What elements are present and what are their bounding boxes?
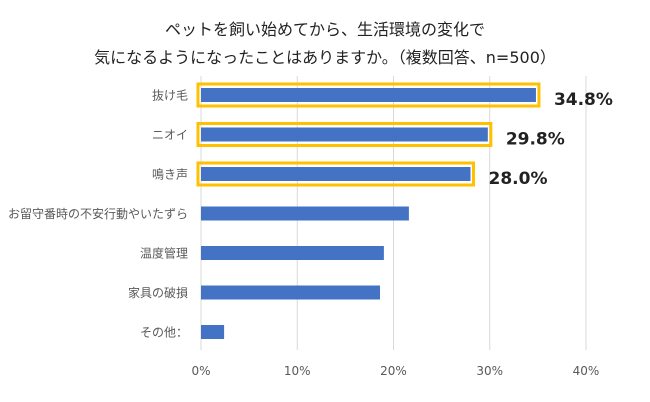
bar: [201, 88, 536, 102]
category-label: お留守番時の不安行動やいたずら: [8, 206, 188, 221]
chart-title-line-2: 気になるようになったことはありますか。（複数回答、n=500）: [94, 48, 556, 67]
x-tick-label: 40%: [573, 364, 600, 378]
data-label: 29.8%: [506, 130, 565, 150]
x-tick-label: 30%: [476, 364, 503, 378]
x-tick-label: 0%: [191, 364, 210, 378]
labels: 0% 10% 20% 30% 40% 抜け毛 34.8% ニオイ 29.8% 鳴き声 28.0% お留…: [8, 89, 613, 379]
bar-highlight-box: [196, 82, 541, 108]
category-label: 温度管理: [140, 246, 188, 261]
category-label: ニオイ: [152, 128, 188, 142]
bar-highlight-box: [196, 122, 493, 147]
bar: [201, 285, 381, 300]
category-label: 家具の破損: [128, 285, 188, 300]
category-label: 抜け毛: [152, 89, 188, 103]
x-tick-label: 10%: [284, 364, 311, 378]
category-label: その他：: [140, 326, 188, 340]
bar: [201, 206, 409, 221]
bar: [201, 127, 488, 142]
data-label: 28.0%: [489, 169, 548, 189]
chart-title-line-1: ペットを飼い始めてから、生活環境の変化で: [164, 20, 485, 39]
bar: [201, 325, 225, 339]
bar: [201, 167, 471, 181]
bar: [201, 246, 384, 260]
x-tick-label: 20%: [380, 364, 407, 378]
bars: [196, 82, 541, 339]
bar-highlight-box: [196, 161, 475, 187]
category-label: 鳴き声: [152, 168, 188, 182]
data-label: 34.8%: [554, 90, 613, 110]
